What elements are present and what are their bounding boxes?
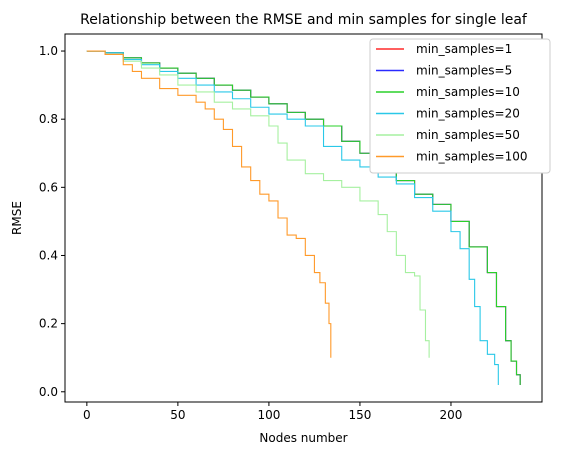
y-tick-label: 0.0 xyxy=(39,385,58,399)
x-tick-label: 200 xyxy=(440,408,463,422)
legend-label: min_samples=10 xyxy=(416,85,520,99)
y-axis-label: RMSE xyxy=(10,201,24,235)
series-lines xyxy=(86,50,521,385)
x-tick-label: 0 xyxy=(83,408,91,422)
x-tick-label: 50 xyxy=(170,408,185,422)
legend: min_samples=1 min_samples=5 min_samples=10… xyxy=(369,38,551,174)
x-tick-label: 100 xyxy=(257,408,280,422)
x-axis-ticks: 0 50 100 150 200 xyxy=(83,402,462,422)
y-tick-label: 0.6 xyxy=(39,180,58,194)
series-line-3 xyxy=(86,50,499,385)
y-tick-label: 0.4 xyxy=(39,248,58,262)
y-tick-label: 0.8 xyxy=(39,112,58,126)
legend-label: min_samples=1 xyxy=(416,42,512,56)
y-tick-label: 1.0 xyxy=(39,44,58,58)
legend-label: min_samples=50 xyxy=(416,128,520,142)
series-line-4 xyxy=(86,50,430,358)
chart-title: Relationship between the RMSE and min sa… xyxy=(80,12,528,28)
x-axis-label: Nodes number xyxy=(259,431,347,445)
legend-label: min_samples=100 xyxy=(416,150,527,164)
y-tick-label: 0.2 xyxy=(39,317,58,331)
legend-label: min_samples=20 xyxy=(416,107,520,121)
series-line-5 xyxy=(86,50,332,358)
series-line-2 xyxy=(86,50,521,385)
legend-label: min_samples=5 xyxy=(416,64,512,78)
legend-box xyxy=(369,38,551,174)
y-axis-ticks: 0.0 0.2 0.4 0.6 0.8 1.0 xyxy=(39,44,65,399)
x-tick-label: 150 xyxy=(348,408,371,422)
